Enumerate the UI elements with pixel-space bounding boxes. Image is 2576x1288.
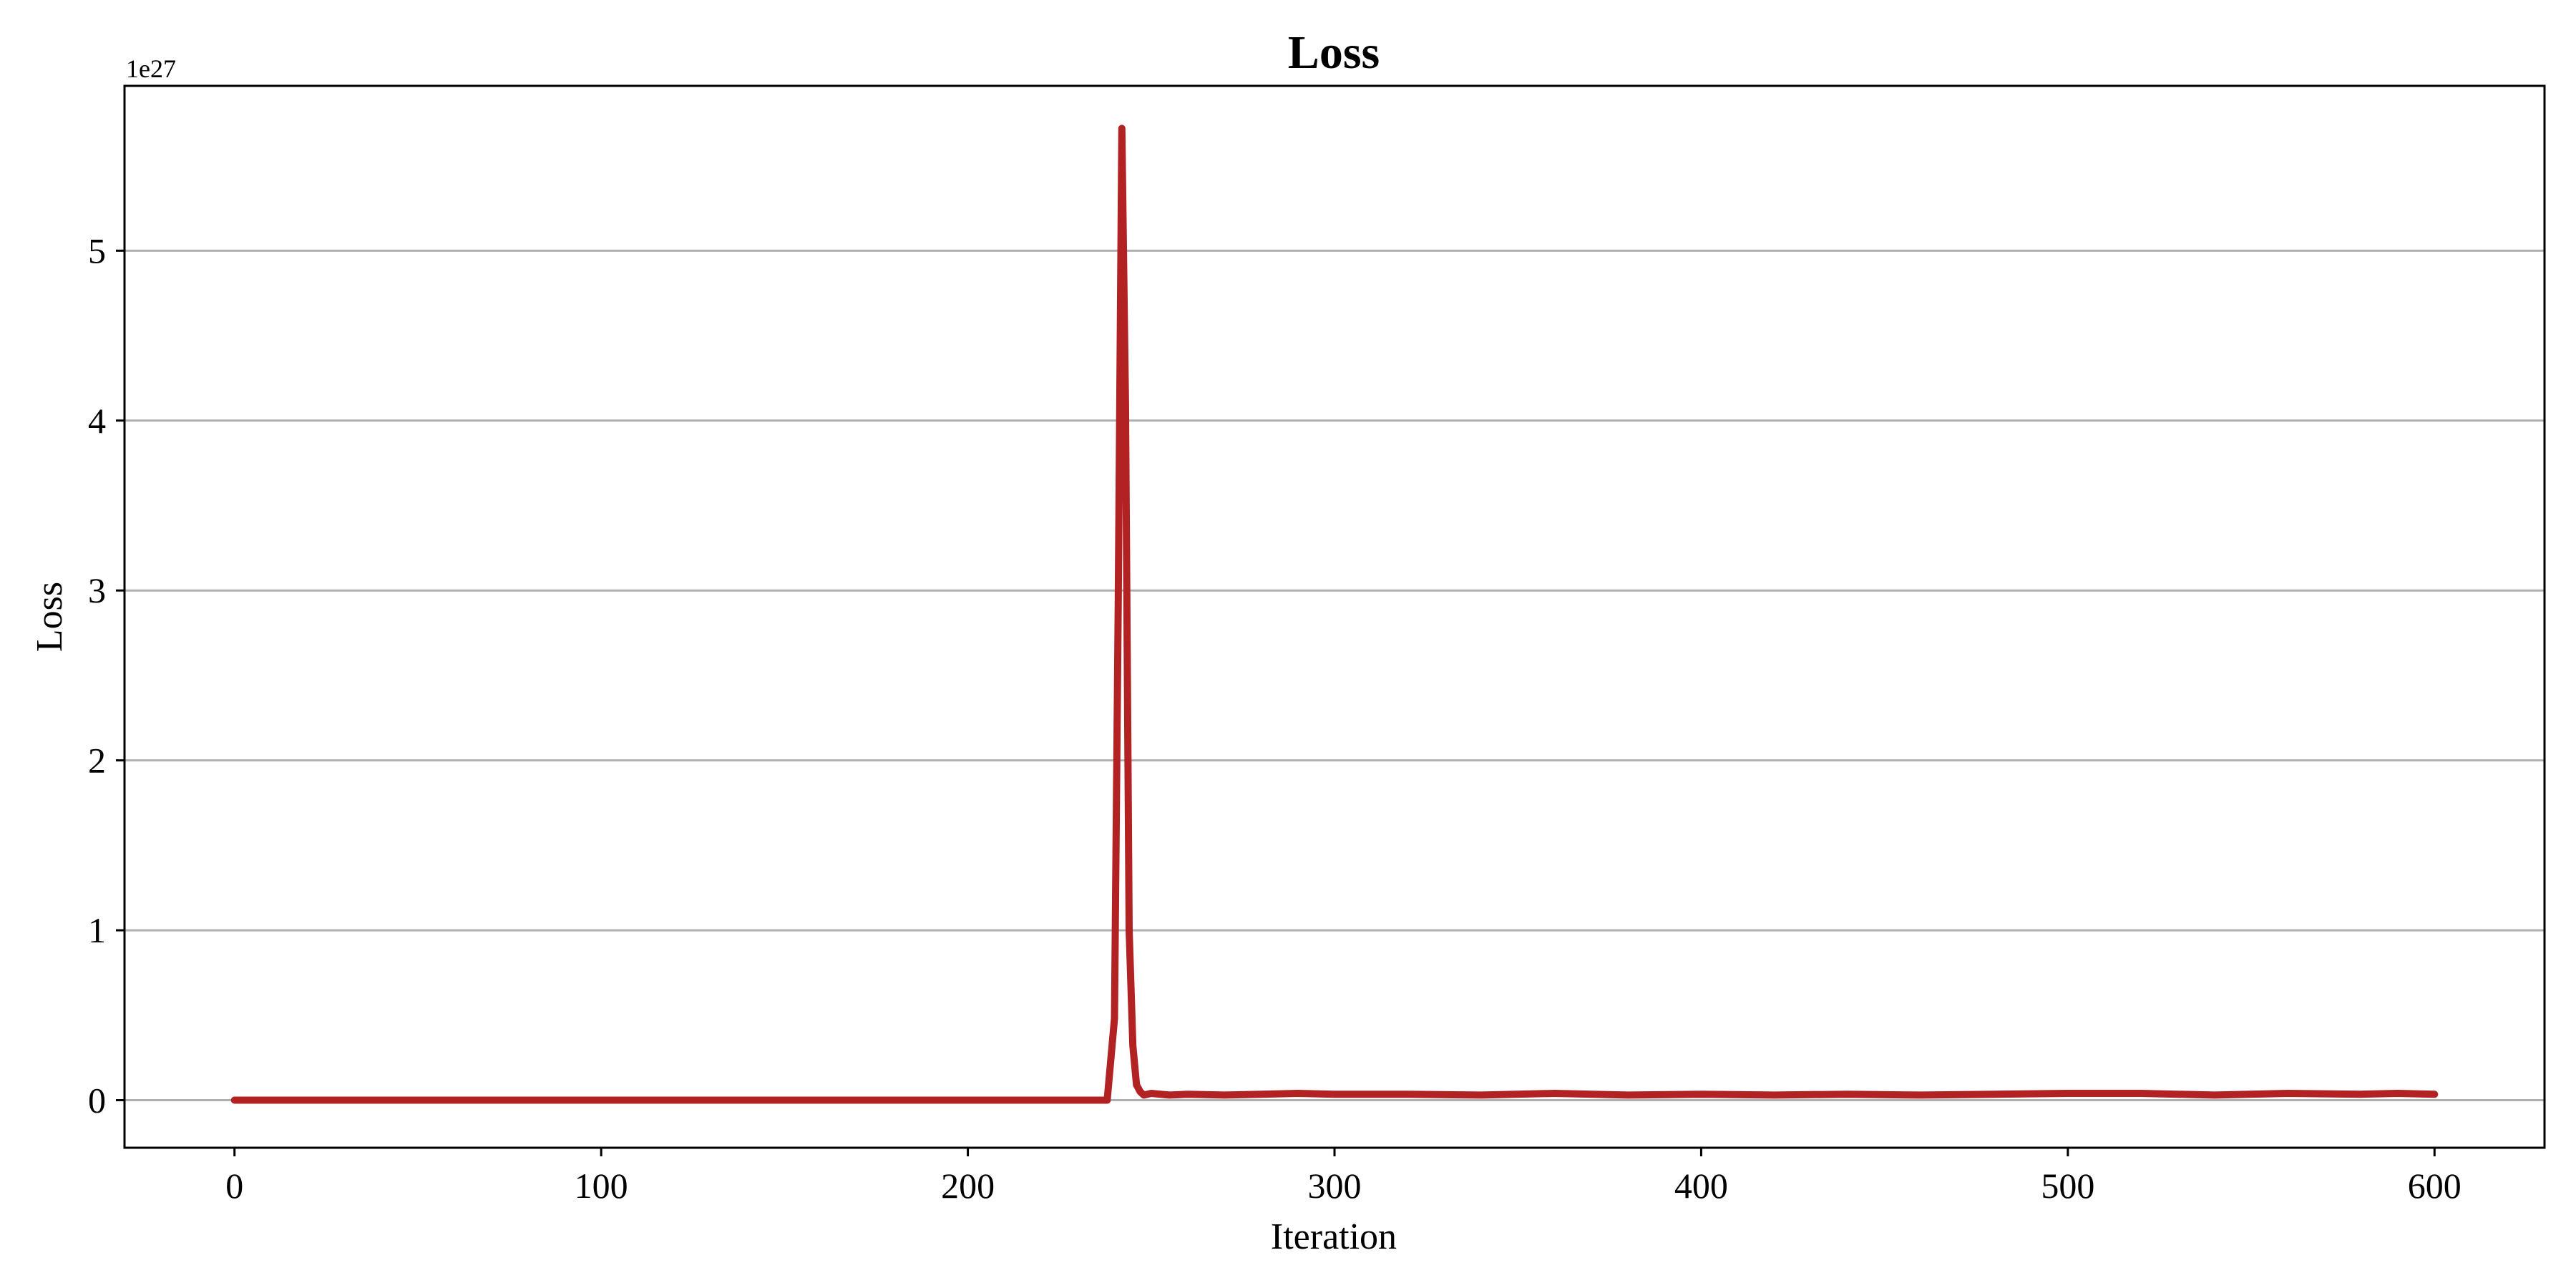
- y-tick-label: 5: [88, 230, 106, 270]
- series-group: [230, 125, 2439, 1104]
- chart-title: Loss: [1288, 26, 1380, 79]
- x-tick-label: 100: [575, 1166, 628, 1206]
- y-axis-ticks: 0 1 2 3 4 5: [88, 230, 125, 1121]
- x-axis-ticks: 0 100 200 300 400 500 600: [225, 1148, 2462, 1206]
- x-tick-label: 400: [1674, 1166, 1728, 1206]
- y-axis-label: Loss: [29, 582, 70, 652]
- x-tick-label: 500: [2041, 1166, 2094, 1206]
- y-tick-label: 0: [88, 1080, 106, 1121]
- loss-line: [230, 125, 2439, 1104]
- y-tick-label: 3: [88, 570, 106, 610]
- y-offset-text: 1e27: [126, 54, 176, 83]
- x-tick-label: 0: [225, 1166, 243, 1206]
- y-tick-label: 2: [88, 741, 106, 781]
- x-tick-label: 300: [1308, 1166, 1362, 1206]
- x-tick-label: 200: [941, 1166, 995, 1206]
- y-tick-label: 1: [88, 910, 106, 950]
- y-tick-label: 4: [88, 401, 106, 441]
- x-axis-label: Iteration: [1271, 1216, 1397, 1257]
- x-tick-label: 600: [2408, 1166, 2462, 1206]
